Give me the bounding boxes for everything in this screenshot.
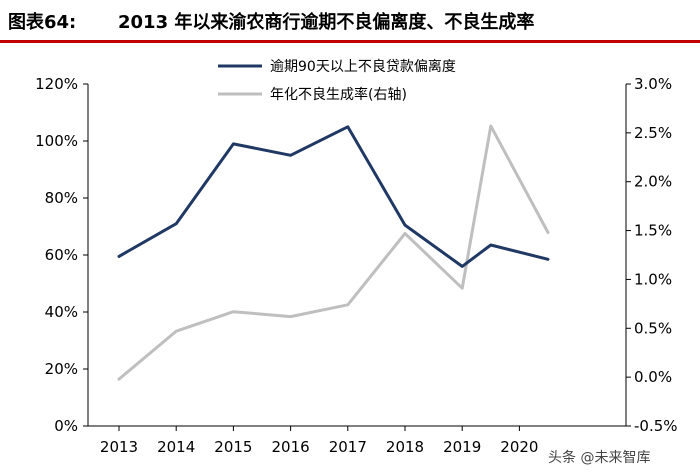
- series-line-right: [117, 124, 550, 381]
- x-tick-label: 2018: [386, 438, 424, 456]
- x-tick-label: 2016: [272, 438, 310, 456]
- y-left-tick-label: 120%: [35, 75, 78, 93]
- legend-item-right-label: 年化不良生成率(右轴): [270, 86, 407, 103]
- y-left-tick-label: 0%: [54, 417, 78, 435]
- header: 图表64: 2013 年以来渝农商行逾期不良偏离度、不良生成率: [0, 0, 700, 44]
- y-right-tick-label: 0.0%: [634, 368, 672, 386]
- y-right-tick-label: 3.0%: [634, 75, 672, 93]
- y-right-tick-label: -0.5%: [634, 417, 678, 435]
- figure-title: 2013 年以来渝农商行逾期不良偏离度、不良生成率: [118, 12, 535, 33]
- y-left-tick-label: 40%: [45, 303, 78, 321]
- series-layer: [117, 124, 550, 381]
- figure-label: 图表64:: [8, 12, 77, 33]
- series-line-left: [117, 125, 550, 268]
- x-tick-label: 2020: [500, 438, 538, 456]
- y-right-tick-label: 1.0%: [634, 270, 672, 288]
- x-tick-label: 2019: [443, 438, 481, 456]
- y-right-tick-label: 1.5%: [634, 222, 672, 240]
- y-right-tick-label: 0.5%: [634, 319, 672, 337]
- y-left-tick-label: 100%: [35, 132, 78, 150]
- y-left-tick-label: 80%: [45, 189, 78, 207]
- header-rule: [0, 40, 700, 43]
- x-tick-label: 2013: [100, 438, 138, 456]
- x-tick-label: 2017: [329, 438, 367, 456]
- x-tick-label: 2014: [157, 438, 195, 456]
- y-left-tick-label: 20%: [45, 360, 78, 378]
- x-tick-label: 2015: [214, 438, 252, 456]
- legend-item-left-label: 逾期90天以上不良贷款偏离度: [270, 58, 456, 75]
- y-right-tick-label: 2.0%: [634, 173, 672, 191]
- watermark-text: 头条 @未来智库: [548, 449, 650, 466]
- axes: 0% 20% 40% 60% 80% 100% 120% -0.5% 0.0% 0.5% 1.0% 1…: [35, 75, 677, 456]
- y-left-tick-label: 60%: [45, 246, 78, 264]
- y-right-tick-label: 2.5%: [634, 124, 672, 142]
